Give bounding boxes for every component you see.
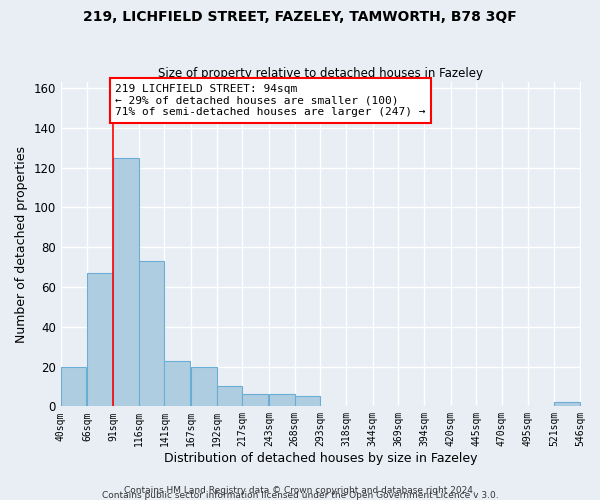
Bar	[88, 273, 113, 406]
Bar	[191, 366, 217, 406]
X-axis label: Distribution of detached houses by size in Fazeley: Distribution of detached houses by size …	[164, 452, 478, 465]
Bar	[113, 158, 139, 406]
Bar	[217, 386, 242, 406]
Y-axis label: Number of detached properties: Number of detached properties	[15, 146, 28, 342]
Title: Size of property relative to detached houses in Fazeley: Size of property relative to detached ho…	[158, 66, 484, 80]
Text: 219, LICHFIELD STREET, FAZELEY, TAMWORTH, B78 3QF: 219, LICHFIELD STREET, FAZELEY, TAMWORTH…	[83, 10, 517, 24]
Bar	[554, 402, 580, 406]
Text: 219 LICHFIELD STREET: 94sqm
← 29% of detached houses are smaller (100)
71% of se: 219 LICHFIELD STREET: 94sqm ← 29% of det…	[115, 84, 425, 117]
Bar	[61, 366, 86, 406]
Bar	[269, 394, 295, 406]
Bar	[139, 261, 164, 406]
Text: Contains public sector information licensed under the Open Government Licence v : Contains public sector information licen…	[101, 491, 499, 500]
Text: Contains HM Land Registry data © Crown copyright and database right 2024.: Contains HM Land Registry data © Crown c…	[124, 486, 476, 495]
Bar	[242, 394, 268, 406]
Bar	[295, 396, 320, 406]
Bar	[164, 360, 190, 406]
